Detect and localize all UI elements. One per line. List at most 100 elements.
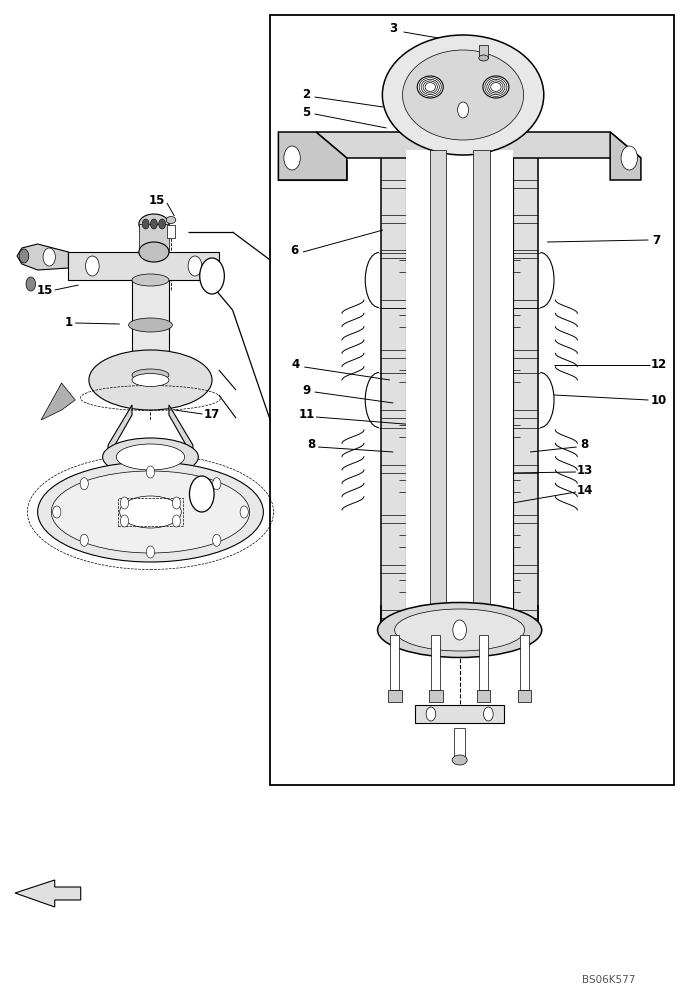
Text: 8: 8: [307, 438, 315, 452]
Text: 12: 12: [650, 359, 667, 371]
Circle shape: [19, 249, 29, 263]
Circle shape: [189, 476, 214, 512]
Text: BS06K577: BS06K577: [582, 975, 635, 985]
Ellipse shape: [139, 242, 169, 262]
Circle shape: [188, 256, 202, 276]
Polygon shape: [610, 132, 641, 180]
Polygon shape: [316, 132, 641, 158]
Ellipse shape: [483, 76, 509, 98]
Bar: [520, 635, 529, 690]
Ellipse shape: [116, 444, 185, 470]
Ellipse shape: [402, 50, 524, 140]
Circle shape: [120, 515, 129, 527]
Ellipse shape: [103, 438, 198, 476]
Ellipse shape: [132, 369, 169, 381]
Text: 7: 7: [653, 233, 661, 246]
Circle shape: [453, 620, 466, 640]
Bar: [167, 225, 175, 238]
Bar: [454, 728, 465, 760]
Polygon shape: [15, 880, 81, 907]
Text: A: A: [198, 489, 205, 499]
Ellipse shape: [38, 462, 263, 562]
Circle shape: [120, 497, 129, 509]
Bar: [390, 635, 399, 690]
Text: 15: 15: [36, 284, 53, 296]
Bar: [118, 498, 183, 526]
Bar: [406, 150, 513, 630]
Bar: [479, 635, 488, 690]
Bar: [431, 635, 440, 690]
Circle shape: [458, 102, 469, 118]
Circle shape: [80, 534, 88, 546]
Circle shape: [142, 219, 149, 229]
Text: 16: 16: [40, 248, 56, 261]
Ellipse shape: [452, 755, 467, 765]
Circle shape: [26, 277, 36, 291]
Text: 5: 5: [302, 105, 310, 118]
Circle shape: [213, 478, 221, 490]
Ellipse shape: [129, 318, 172, 332]
Circle shape: [80, 478, 88, 490]
Circle shape: [172, 515, 181, 527]
Bar: [388, 690, 402, 702]
Text: 10: 10: [650, 393, 667, 406]
Circle shape: [484, 707, 493, 721]
Bar: [68, 252, 219, 280]
Bar: [430, 150, 446, 650]
Bar: [139, 224, 169, 252]
Circle shape: [53, 506, 61, 518]
Text: 11: 11: [298, 408, 315, 422]
Bar: [132, 280, 169, 375]
Text: 17: 17: [204, 408, 220, 422]
Circle shape: [146, 466, 155, 478]
Polygon shape: [17, 244, 68, 270]
Bar: [270, 15, 674, 785]
Polygon shape: [108, 405, 132, 457]
Ellipse shape: [166, 217, 176, 224]
Text: 4: 4: [291, 359, 300, 371]
Circle shape: [150, 219, 157, 229]
Circle shape: [200, 258, 224, 294]
Bar: [518, 690, 531, 702]
Circle shape: [284, 146, 300, 170]
Ellipse shape: [132, 373, 169, 386]
Circle shape: [43, 248, 55, 266]
Bar: [429, 690, 443, 702]
Circle shape: [146, 546, 155, 558]
Text: A: A: [209, 271, 215, 281]
Circle shape: [213, 534, 221, 546]
Text: 1: 1: [64, 316, 73, 328]
Ellipse shape: [132, 274, 169, 286]
Ellipse shape: [89, 350, 212, 410]
Text: 15: 15: [149, 194, 166, 207]
Ellipse shape: [382, 35, 544, 155]
Text: 3: 3: [389, 21, 397, 34]
Polygon shape: [41, 383, 75, 420]
Ellipse shape: [139, 214, 169, 234]
Bar: [381, 150, 538, 630]
Ellipse shape: [51, 471, 250, 553]
Circle shape: [159, 219, 166, 229]
Text: 9: 9: [302, 383, 311, 396]
Text: 14: 14: [577, 484, 593, 496]
Ellipse shape: [417, 76, 443, 98]
Bar: [415, 705, 504, 723]
Ellipse shape: [120, 496, 181, 528]
Circle shape: [426, 707, 436, 721]
Text: 6: 6: [290, 243, 298, 256]
Circle shape: [172, 497, 181, 509]
Polygon shape: [278, 132, 347, 180]
Circle shape: [240, 506, 248, 518]
Circle shape: [621, 146, 637, 170]
Bar: [479, 45, 488, 58]
Text: 13: 13: [577, 464, 593, 477]
Ellipse shape: [395, 609, 525, 651]
Ellipse shape: [479, 55, 488, 61]
Text: 8: 8: [581, 438, 589, 452]
Bar: [477, 690, 490, 702]
Circle shape: [86, 256, 99, 276]
Polygon shape: [169, 405, 193, 457]
Ellipse shape: [378, 602, 542, 658]
Bar: [473, 150, 490, 650]
Text: 2: 2: [302, 89, 310, 102]
